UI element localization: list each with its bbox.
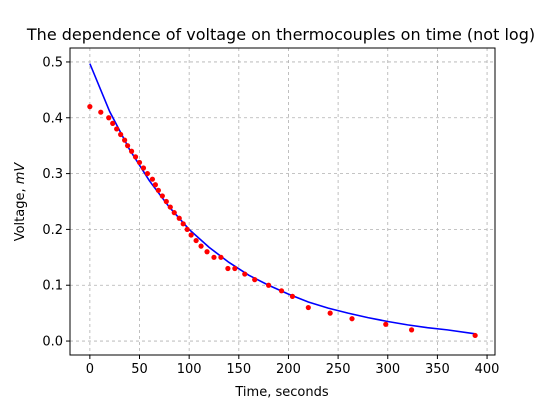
data-point — [204, 249, 210, 255]
data-point — [225, 265, 231, 272]
y-tick-label: 0.5 — [42, 55, 63, 70]
points-layer — [87, 104, 478, 339]
x-axis: 0 50 100 150 200 250 300 350 400 — [86, 355, 500, 377]
x-tick-label: 250 — [326, 362, 351, 377]
x-tick-label: 200 — [276, 362, 301, 377]
x-tick-label: 300 — [375, 362, 400, 377]
y-axis-label-main: Voltage, — [13, 184, 28, 241]
data-point — [114, 126, 120, 132]
data-point — [242, 271, 248, 277]
x-axis-label: Time, seconds — [234, 385, 328, 400]
y-tick-label: 0.4 — [42, 111, 63, 126]
data-point — [176, 215, 182, 221]
data-point — [144, 170, 151, 177]
chart-title: The dependence of voltage on thermocoupl… — [26, 25, 535, 44]
data-point — [118, 131, 124, 138]
y-tick-label: 0.1 — [42, 279, 63, 294]
data-point — [87, 104, 93, 110]
data-point — [110, 120, 116, 126]
x-tick-label: 0 — [86, 362, 94, 377]
data-point — [98, 109, 104, 115]
x-tick-label: 350 — [425, 362, 450, 377]
x-tick-label: 150 — [226, 362, 251, 377]
data-point — [408, 327, 415, 333]
y-tick-label: 0.2 — [42, 223, 63, 238]
data-point — [149, 176, 156, 182]
data-point — [327, 310, 333, 316]
data-point — [266, 282, 272, 288]
data-point — [289, 293, 296, 299]
y-tick-label: 0.0 — [42, 335, 63, 350]
x-tick-label: 50 — [131, 362, 148, 377]
data-point — [159, 193, 165, 199]
data-point — [132, 154, 139, 160]
y-axis-label: Voltage, mV — [13, 162, 28, 242]
data-point — [124, 143, 131, 149]
x-tick-label: 100 — [177, 362, 202, 377]
data-point — [305, 304, 311, 311]
grid — [70, 48, 495, 355]
data-point — [278, 288, 285, 294]
data-point — [171, 210, 177, 216]
x-tick-label: 400 — [475, 362, 500, 377]
data-point — [383, 321, 389, 327]
data-point — [106, 115, 112, 121]
y-axis-label-unit: mV — [13, 162, 28, 185]
data-point — [218, 254, 224, 260]
data-point — [188, 232, 194, 238]
y-tick-label: 0.3 — [42, 167, 63, 182]
fit-layer — [89, 63, 476, 335]
data-point — [252, 277, 258, 283]
data-point — [122, 137, 128, 143]
data-point — [193, 237, 199, 244]
data-point — [232, 265, 238, 272]
data-point — [140, 165, 147, 171]
data-point — [167, 204, 173, 210]
data-point — [198, 243, 204, 249]
data-point — [136, 159, 143, 166]
fit-line — [89, 63, 476, 335]
data-point — [128, 148, 135, 154]
data-point — [155, 187, 161, 193]
data-point — [152, 182, 158, 188]
y-axis: 0.0 0.1 0.2 0.3 0.4 0.5 — [42, 55, 70, 350]
plot-frame — [69, 47, 496, 356]
data-point — [472, 332, 478, 339]
data-point — [163, 198, 169, 205]
data-point — [180, 221, 186, 227]
data-point — [211, 254, 217, 260]
data-point — [184, 226, 190, 233]
data-point — [349, 316, 355, 322]
